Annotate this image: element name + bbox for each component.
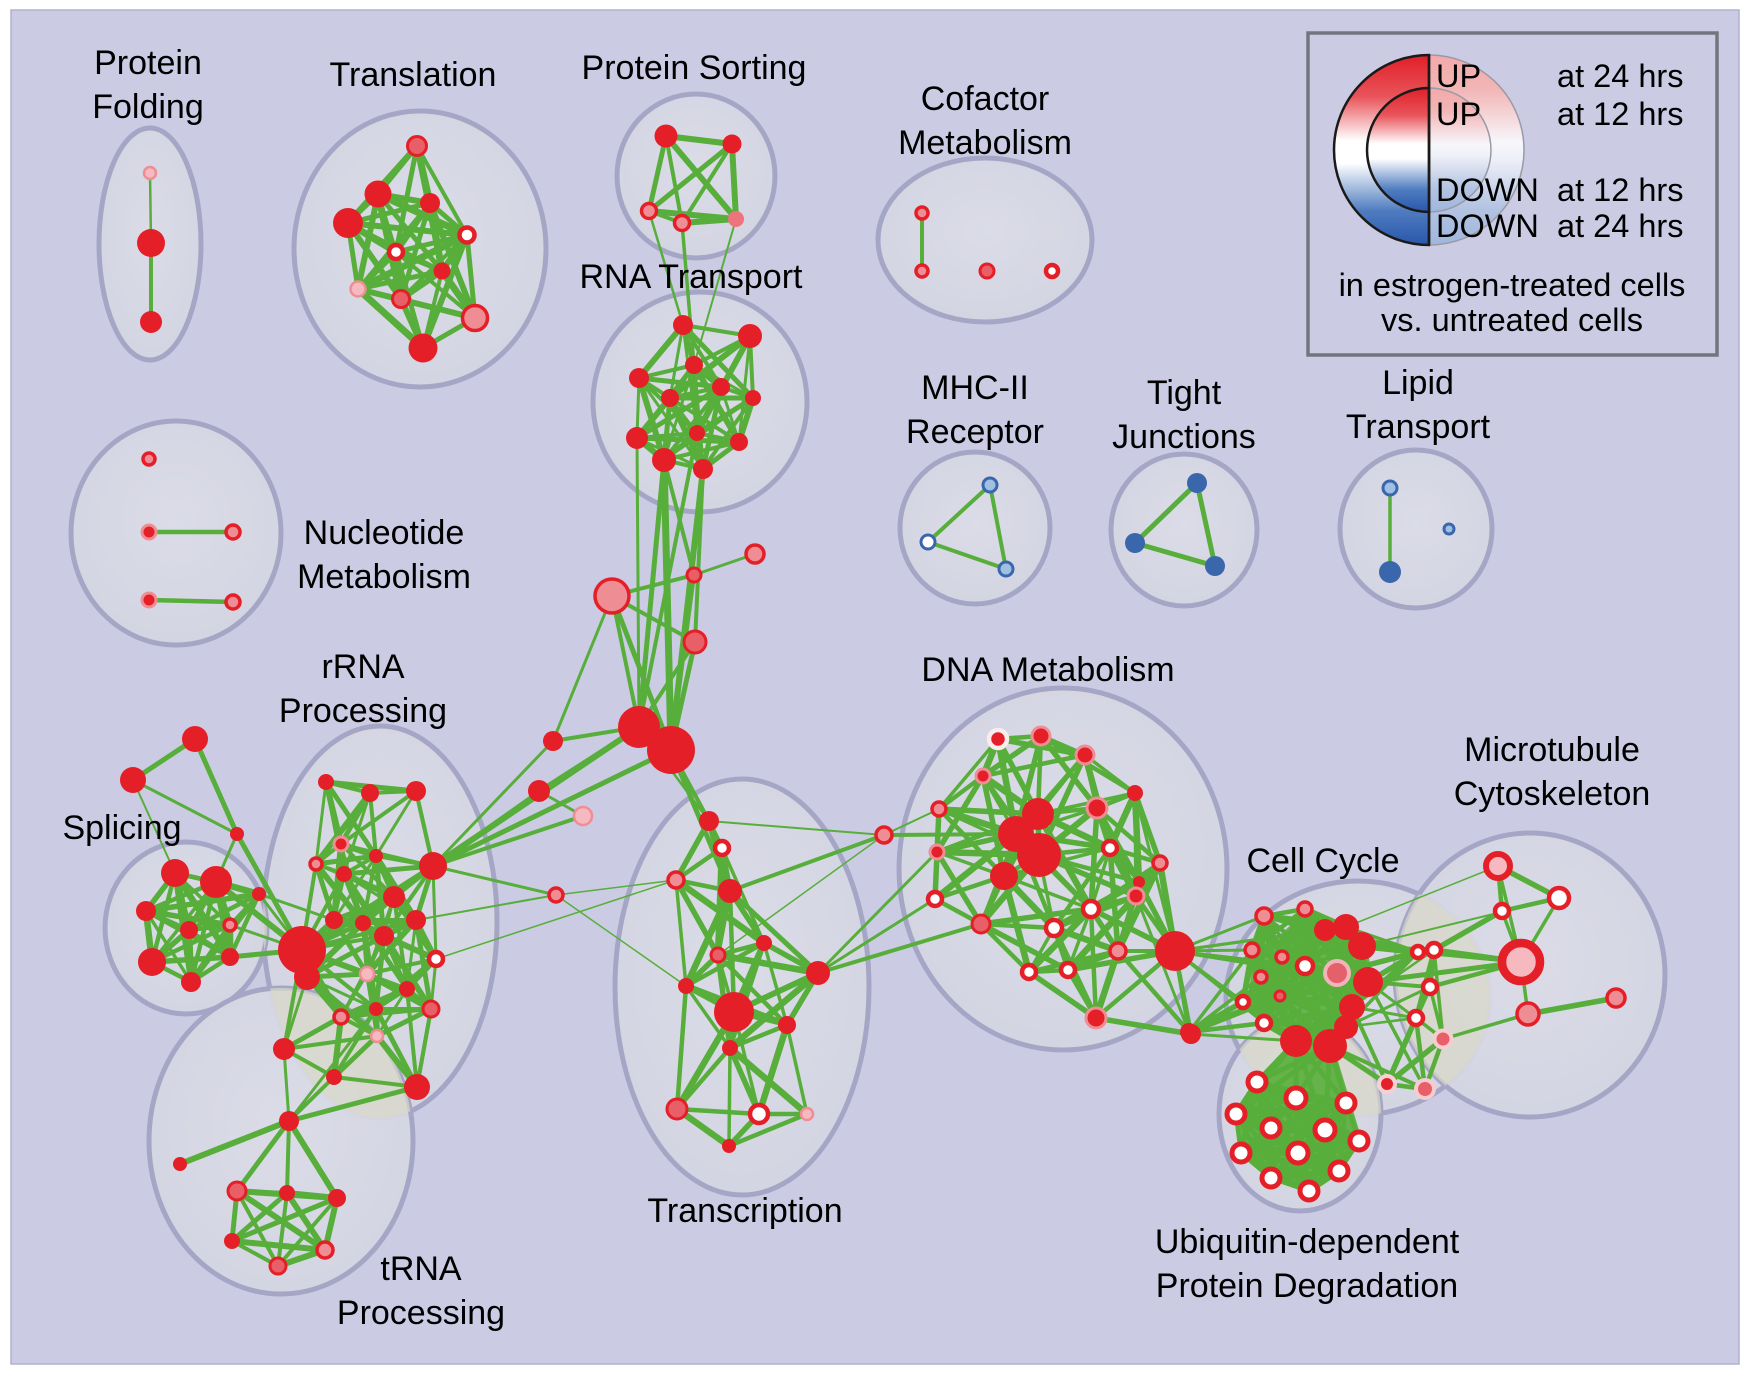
svg-text:Cell Cycle: Cell Cycle: [1246, 842, 1399, 880]
svg-text:Transcription: Transcription: [647, 1192, 842, 1230]
svg-text:Lipid: Lipid: [1382, 364, 1454, 402]
svg-text:Protein Degradation: Protein Degradation: [1156, 1267, 1458, 1305]
svg-text:at 24 hrs: at 24 hrs: [1557, 58, 1683, 94]
svg-text:RNA Transport: RNA Transport: [580, 258, 804, 296]
svg-text:at 12 hrs: at 12 hrs: [1557, 96, 1683, 132]
svg-text:vs. untreated cells: vs. untreated cells: [1381, 302, 1643, 338]
svg-text:DOWN: DOWN: [1436, 208, 1539, 244]
svg-text:Splicing: Splicing: [62, 809, 181, 847]
svg-text:Transport: Transport: [1346, 408, 1491, 446]
svg-text:at 12 hrs: at 12 hrs: [1557, 172, 1683, 208]
svg-text:rRNA: rRNA: [321, 648, 404, 686]
svg-text:tRNA: tRNA: [380, 1250, 462, 1288]
svg-text:DNA Metabolism: DNA Metabolism: [921, 651, 1174, 689]
svg-text:Receptor: Receptor: [906, 413, 1044, 451]
svg-text:Metabolism: Metabolism: [297, 558, 471, 596]
svg-text:in estrogen-treated cells: in estrogen-treated cells: [1339, 267, 1686, 303]
svg-text:at 24 hrs: at 24 hrs: [1557, 208, 1683, 244]
svg-text:Nucleotide: Nucleotide: [304, 514, 465, 552]
svg-text:Junctions: Junctions: [1112, 418, 1256, 456]
svg-text:DOWN: DOWN: [1436, 172, 1539, 208]
svg-text:Microtubule: Microtubule: [1464, 731, 1640, 769]
svg-text:UP: UP: [1436, 58, 1481, 94]
svg-text:Translation: Translation: [330, 56, 497, 94]
svg-text:MHC-II: MHC-II: [921, 369, 1029, 407]
svg-text:Ubiquitin-dependent: Ubiquitin-dependent: [1155, 1223, 1460, 1261]
svg-text:Tight: Tight: [1147, 374, 1222, 412]
svg-text:Processing: Processing: [337, 1294, 505, 1332]
svg-text:Protein Sorting: Protein Sorting: [582, 49, 807, 87]
svg-text:Processing: Processing: [279, 692, 447, 730]
svg-text:Folding: Folding: [92, 88, 204, 126]
svg-text:Protein: Protein: [94, 44, 202, 82]
svg-text:Cofactor: Cofactor: [921, 80, 1050, 118]
svg-text:Cytoskeleton: Cytoskeleton: [1454, 775, 1651, 813]
svg-text:Metabolism: Metabolism: [898, 124, 1072, 162]
svg-text:UP: UP: [1436, 96, 1481, 132]
